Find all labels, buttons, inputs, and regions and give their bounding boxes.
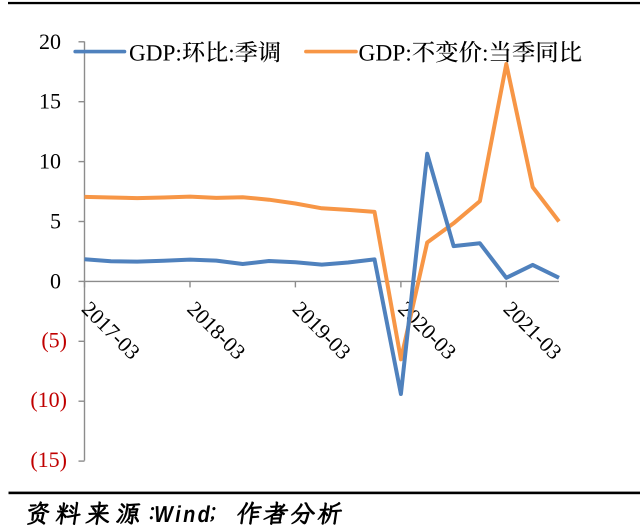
svg-text:20: 20 xyxy=(39,29,61,54)
svg-text:(15): (15) xyxy=(30,447,67,472)
svg-text:10: 10 xyxy=(39,149,61,174)
svg-text:(5): (5) xyxy=(41,327,67,352)
svg-text:0: 0 xyxy=(50,268,61,293)
svg-text:(10): (10) xyxy=(30,387,67,412)
svg-text:5: 5 xyxy=(50,209,61,234)
svg-text:15: 15 xyxy=(39,89,61,114)
